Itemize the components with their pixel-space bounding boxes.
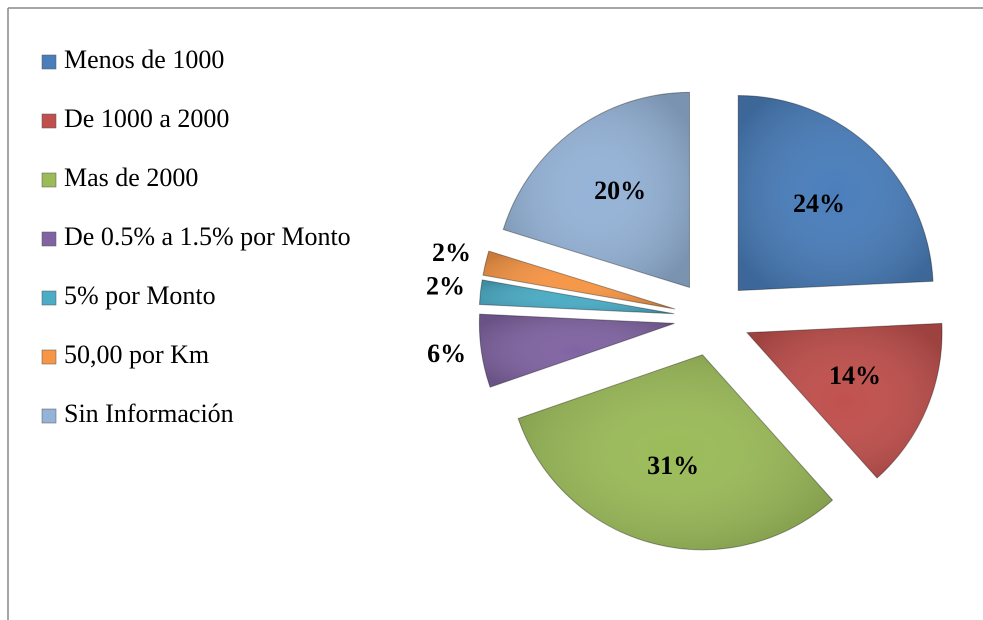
slice-shade xyxy=(738,95,934,291)
legend-swatch xyxy=(41,54,57,70)
legend-swatch xyxy=(41,231,57,247)
data-label: 6% xyxy=(427,339,466,368)
legend-swatch xyxy=(41,349,57,365)
legend-label: 50,00 por Km xyxy=(64,340,209,369)
legend-label: Menos de 1000 xyxy=(64,45,224,74)
slice-shade xyxy=(479,279,675,314)
legend-label: De 0.5% a 1.5% por Monto xyxy=(64,222,351,251)
legend-swatch xyxy=(41,408,57,424)
slice-shade xyxy=(503,92,690,288)
legend-label: Sin Información xyxy=(64,399,234,428)
data-label: 2% xyxy=(426,271,465,300)
slice-shade xyxy=(747,323,943,479)
legend-label: 5% por Monto xyxy=(64,281,216,310)
data-label: 20% xyxy=(594,176,646,205)
slice-shade xyxy=(483,251,676,310)
legend-swatch xyxy=(41,172,57,188)
data-label: 24% xyxy=(793,189,845,218)
slice-shade xyxy=(479,314,675,388)
slice-shade xyxy=(518,354,833,550)
legend-swatch xyxy=(41,290,57,306)
data-label: 31% xyxy=(647,451,699,480)
legend-swatch xyxy=(41,113,57,129)
legend-label: Mas de 2000 xyxy=(64,163,198,192)
legend-label: De 1000 a 2000 xyxy=(64,104,229,133)
data-label: 14% xyxy=(829,361,881,390)
data-label: 2% xyxy=(432,238,471,267)
